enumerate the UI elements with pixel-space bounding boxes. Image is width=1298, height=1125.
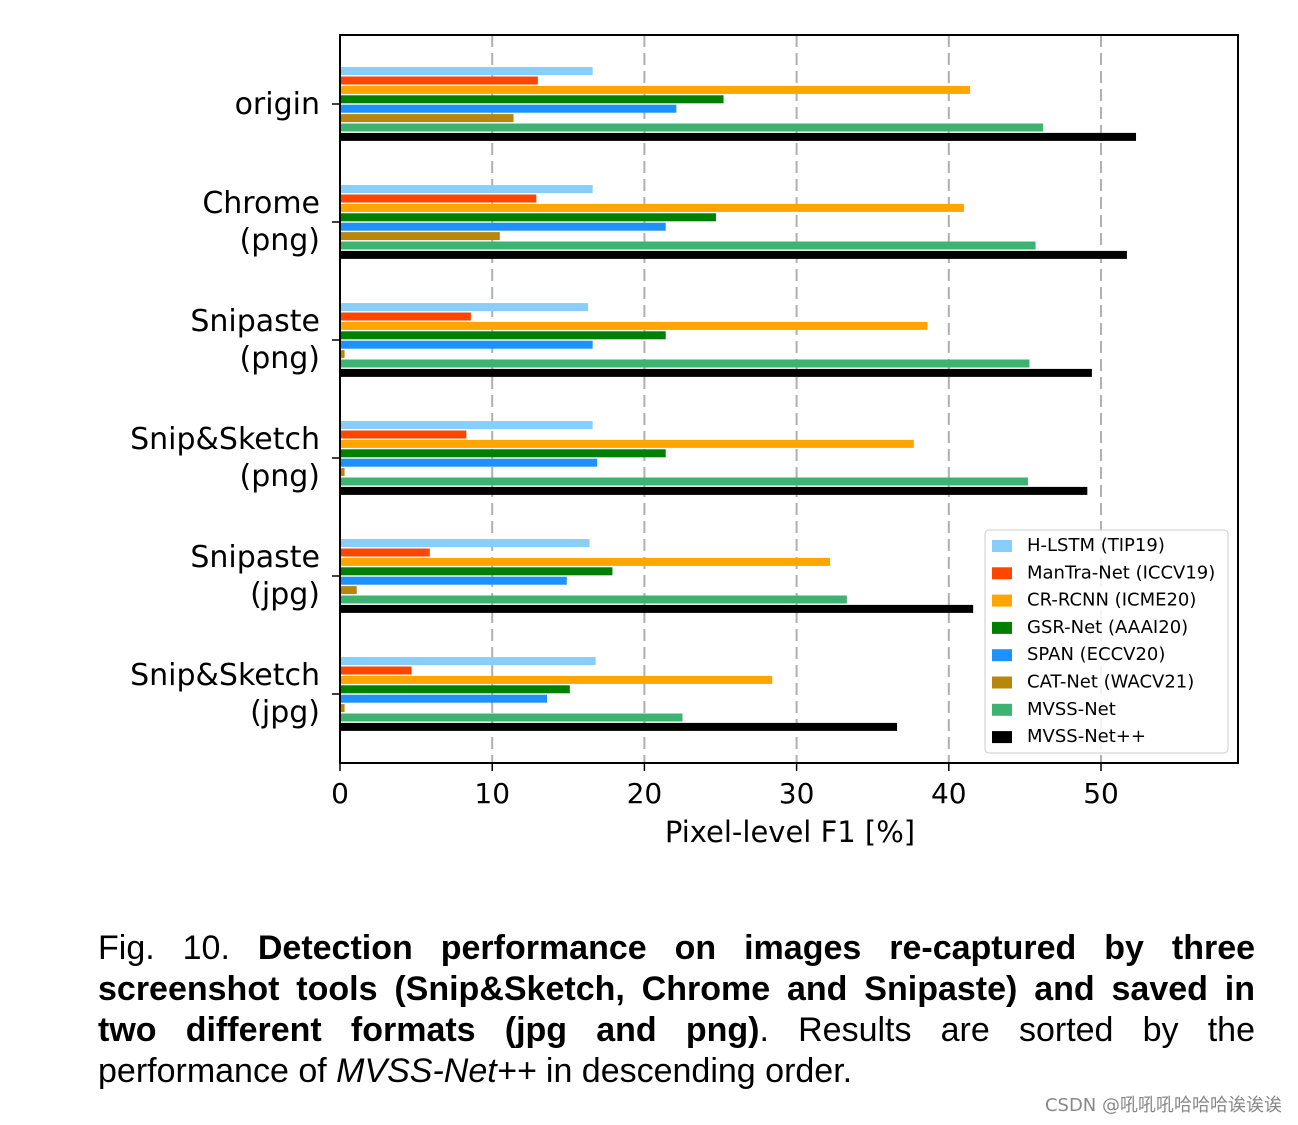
legend-label: GSR-Net (AAAI20) [1027,617,1188,638]
bar [340,250,1127,259]
x-tick-label: 0 [331,777,349,810]
y-tick-label: origin [234,86,320,122]
legend-swatch [992,731,1012,744]
bar [340,331,666,340]
plot-frame [339,34,1239,764]
bar [340,222,666,231]
bar [340,303,589,312]
bar [340,95,724,104]
bar [340,458,598,467]
legend-swatch [992,621,1012,634]
caption-end: in descending order. [545,1052,853,1090]
bar [340,312,471,321]
bar [340,359,1030,368]
legend-swatch [992,649,1012,662]
x-tick-label: 50 [1083,777,1119,810]
bar [340,85,971,94]
bar [340,694,547,703]
bar [340,321,928,330]
bar [340,685,570,694]
bar [340,368,1092,377]
x-tick-label: 40 [931,777,967,810]
legend-label: MVSS-Net [1027,699,1116,720]
bar [340,104,677,113]
legend-label: H-LSTM (TIP19) [1027,535,1165,556]
x-tick-label: 30 [779,777,815,810]
bar [340,430,467,439]
bar [340,114,514,123]
caption-italic: MVSS-Net++ [336,1052,537,1090]
caption-text: . Results are sorted by the performance … [98,1011,1255,1090]
bar [340,232,500,241]
legend-label: CAT-Net (WACV21) [1027,672,1194,693]
caption-label: Fig. 10. [98,929,230,967]
bar [340,486,1088,495]
bar [340,704,345,713]
x-tick-label: 10 [474,777,510,810]
watermark: CSDN @吼吼吼哈哈哈诶诶诶 [1044,1095,1282,1116]
bar [340,76,538,85]
y-tick-label: Snipaste (jpg) [190,540,320,612]
bar [340,132,1137,141]
bar [340,713,683,722]
legend-label: MVSS-Net++ [1027,726,1146,747]
bar [340,123,1044,132]
bar [340,586,357,595]
bar [340,213,716,222]
bar [340,557,831,566]
bar [340,241,1036,250]
caption: Fig. 10. Detection performance on images… [98,928,1255,1092]
bar [340,722,898,731]
y-tick-label: Chrome (png) [202,186,320,258]
legend-box [984,529,1229,754]
bar [340,421,593,430]
bar [340,350,345,359]
bar [340,675,773,684]
bar [340,449,666,458]
legend-swatch [992,703,1012,716]
bar [340,567,613,576]
legend-swatch [992,540,1012,552]
bar [340,539,590,548]
chart: 0 10 20 30 40 50 Pixel-level F1 [%] H-LSTM (TIP… [331,34,1239,849]
bar [340,468,345,477]
x-axis-label: Pixel-level F1 [%] [665,815,915,849]
legend-swatch [992,594,1012,607]
bar [340,194,537,203]
bar [340,67,593,76]
legend-label: SPAN (ECCV20) [1027,644,1165,665]
legend-label: ManTra-Net (ICCV19) [1027,562,1215,583]
bar [340,439,914,448]
legend-swatch [992,676,1012,689]
y-tick-label: Snip&Sketch (jpg) [130,658,320,730]
bar [340,666,412,675]
bar [340,185,593,194]
bar [340,203,965,212]
y-tick-label: Snipaste (png) [190,304,320,376]
bar [340,576,567,585]
y-tick-label: Snip&Sketch (png) [130,422,320,494]
bar [340,548,430,557]
x-tick-label: 20 [627,777,663,810]
legend-label: CR-RCNN (ICME20) [1027,590,1196,611]
bar [340,595,847,604]
bar [340,604,974,613]
bar [340,477,1028,486]
bar [340,340,593,349]
bar [340,657,596,666]
caption-bold: Detection performance on images re-captu… [98,929,1256,1049]
legend-swatch [992,567,1012,580]
